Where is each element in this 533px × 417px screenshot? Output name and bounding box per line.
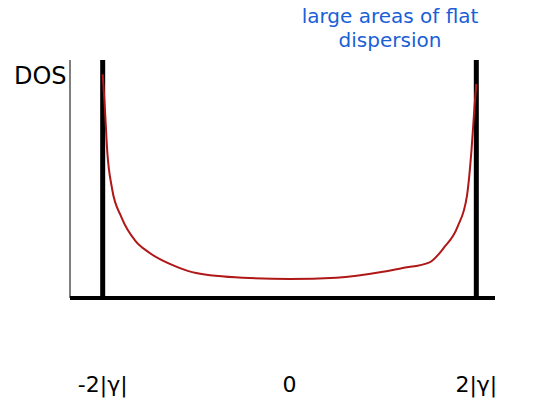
svg-text:2|γ|: 2|γ| [455, 372, 497, 398]
svg-text:-2|γ|: -2|γ| [78, 372, 128, 398]
html-text:DOS: DOS [14, 62, 67, 90]
svg-text:0: 0 [283, 372, 297, 397]
html-text:large areas of flat dispersion: large areas of flat dispersion [301, 4, 479, 52]
